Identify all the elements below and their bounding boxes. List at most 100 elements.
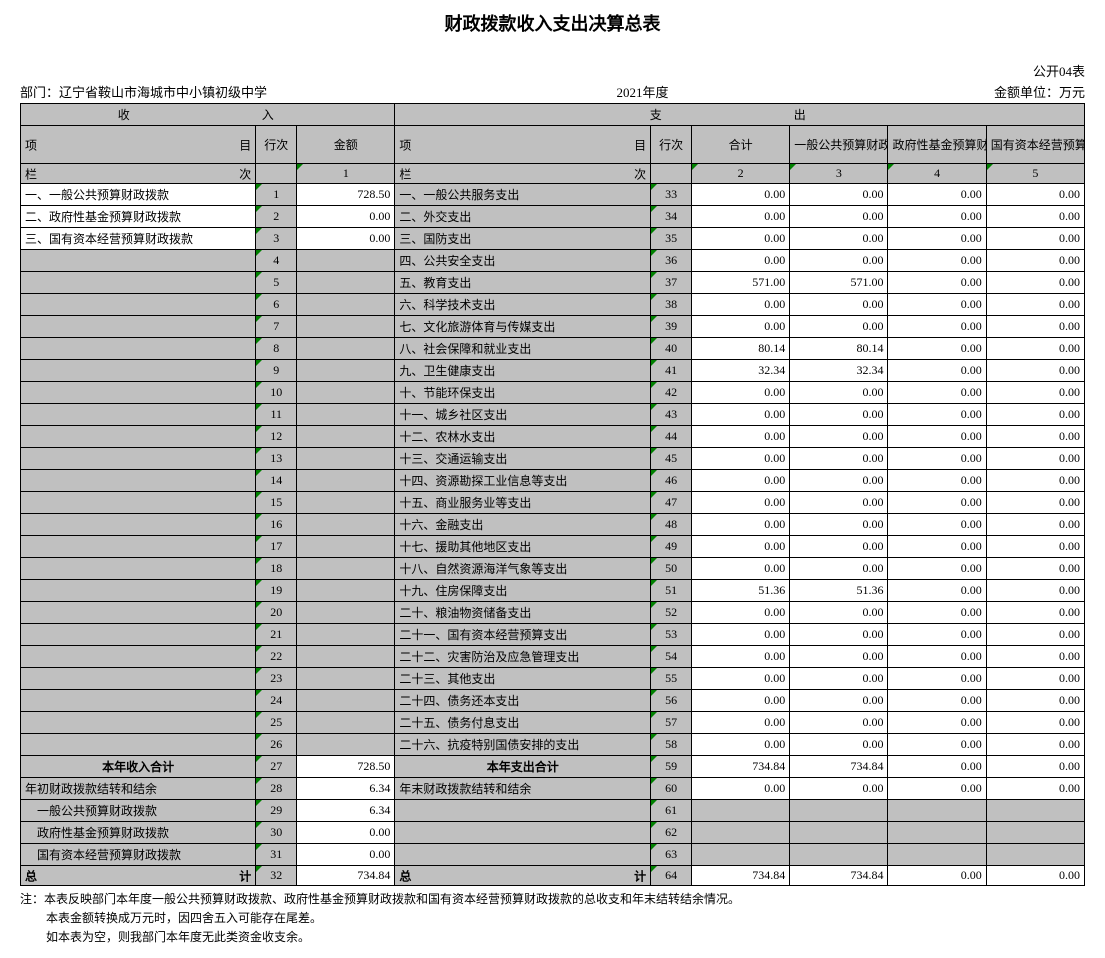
expense-rowno: 46	[651, 470, 692, 492]
expense-label: 二十四、债务还本支出	[395, 690, 651, 712]
notes-label: 注：	[20, 892, 44, 906]
income-label	[21, 382, 256, 404]
note-3: 如本表为空，则我部门本年度无此类资金收支余。	[20, 928, 1085, 947]
expense-c2: 0.00	[692, 470, 790, 492]
expense-c2: 0.00	[692, 448, 790, 470]
expense-c2: 32.34	[692, 360, 790, 382]
expense-label: 七、文化旅游体育与传媒支出	[395, 316, 651, 338]
expense-total-c5: 0.00	[986, 756, 1084, 778]
expense-label: 二十二、灾害防治及应急管理支出	[395, 646, 651, 668]
expense-c3: 0.00	[790, 668, 888, 690]
expense-c4: 0.00	[888, 470, 986, 492]
expense-label: 十三、交通运输支出	[395, 448, 651, 470]
expense-c2: 0.00	[692, 602, 790, 624]
expense-c4: 0.00	[888, 558, 986, 580]
income-amt	[297, 448, 395, 470]
expense-label: 二十、粮油物资储备支出	[395, 602, 651, 624]
expense-c3: 0.00	[790, 228, 888, 250]
income-amt	[297, 360, 395, 382]
expense-rowno: 58	[651, 734, 692, 756]
expense-c3: 0.00	[790, 294, 888, 316]
col2-num: 2	[692, 164, 790, 184]
income-amt	[297, 646, 395, 668]
year: 2021年度	[315, 82, 790, 101]
expense-c3: 0.00	[790, 492, 888, 514]
expense-c3: 0.00	[790, 382, 888, 404]
expense-rowno: 38	[651, 294, 692, 316]
expense-grand-no: 64	[651, 866, 692, 886]
income-amt	[297, 250, 395, 272]
income-label	[21, 668, 256, 690]
income-extra-no: 28	[256, 778, 297, 800]
col3-num: 3	[790, 164, 888, 184]
income-rowno: 16	[256, 514, 297, 536]
expense-c4: 0.00	[888, 690, 986, 712]
expense-c4: 0.00	[888, 624, 986, 646]
expense-rowno: 36	[651, 250, 692, 272]
expense-c2: 0.00	[692, 250, 790, 272]
income-amt	[297, 294, 395, 316]
income-rowno: 15	[256, 492, 297, 514]
expense-extra-c5	[986, 822, 1084, 844]
expense-c2: 0.00	[692, 426, 790, 448]
income-label	[21, 646, 256, 668]
expense-c5: 0.00	[986, 338, 1084, 360]
col4-num: 4	[888, 164, 986, 184]
expense-rowno: 57	[651, 712, 692, 734]
expense-extra-label	[395, 800, 651, 822]
expense-rowno: 35	[651, 228, 692, 250]
expense-rowno: 42	[651, 382, 692, 404]
expense-c5: 0.00	[986, 206, 1084, 228]
expense-label: 二十三、其他支出	[395, 668, 651, 690]
expense-c5: 0.00	[986, 272, 1084, 294]
expense-rowno: 43	[651, 404, 692, 426]
expense-c4: 0.00	[888, 536, 986, 558]
income-amt	[297, 536, 395, 558]
expense-extra-label: 年末财政拨款结转和结余	[395, 778, 651, 800]
expense-label: 十四、资源勘探工业信息等支出	[395, 470, 651, 492]
income-extra-amt: 6.34	[297, 800, 395, 822]
expense-extra-c4	[888, 844, 986, 866]
expense-extra-c3	[790, 800, 888, 822]
expense-c2: 0.00	[692, 624, 790, 646]
expense-c5: 0.00	[986, 602, 1084, 624]
expense-extra-c2	[692, 800, 790, 822]
expense-c4: 0.00	[888, 382, 986, 404]
expense-extra-c3	[790, 822, 888, 844]
income-rowno: 25	[256, 712, 297, 734]
income-rowno: 13	[256, 448, 297, 470]
expense-rowno: 40	[651, 338, 692, 360]
income-amt	[297, 668, 395, 690]
blank	[256, 164, 297, 184]
income-amt	[297, 602, 395, 624]
expense-extra-label	[395, 822, 651, 844]
expense-c5: 0.00	[986, 536, 1084, 558]
income-amt	[297, 514, 395, 536]
expense-c3: 0.00	[790, 448, 888, 470]
income-label	[21, 624, 256, 646]
expense-extra-no: 60	[651, 778, 692, 800]
expense-c3: 0.00	[790, 734, 888, 756]
income-label	[21, 448, 256, 470]
expense-c5: 0.00	[986, 668, 1084, 690]
expense-c3: 0.00	[790, 712, 888, 734]
expense-c5: 0.00	[986, 360, 1084, 382]
expense-c2: 0.00	[692, 514, 790, 536]
expense-c5: 0.00	[986, 624, 1084, 646]
expense-extra-c3	[790, 844, 888, 866]
income-amt: 728.50	[297, 184, 395, 206]
income-amt	[297, 382, 395, 404]
income-extra-amt: 6.34	[297, 778, 395, 800]
expense-c5: 0.00	[986, 646, 1084, 668]
income-rowno: 17	[256, 536, 297, 558]
dept-info: 部门：辽宁省鞍山市海城市中小镇初级中学	[20, 82, 315, 101]
income-label	[21, 294, 256, 316]
expense-c2: 0.00	[692, 294, 790, 316]
blank	[651, 164, 692, 184]
income-amt	[297, 272, 395, 294]
income-extra-label: 国有资本经营预算财政拨款	[21, 844, 256, 866]
income-label	[21, 558, 256, 580]
expense-rowno: 53	[651, 624, 692, 646]
income-amt	[297, 316, 395, 338]
expense-rowno: 48	[651, 514, 692, 536]
